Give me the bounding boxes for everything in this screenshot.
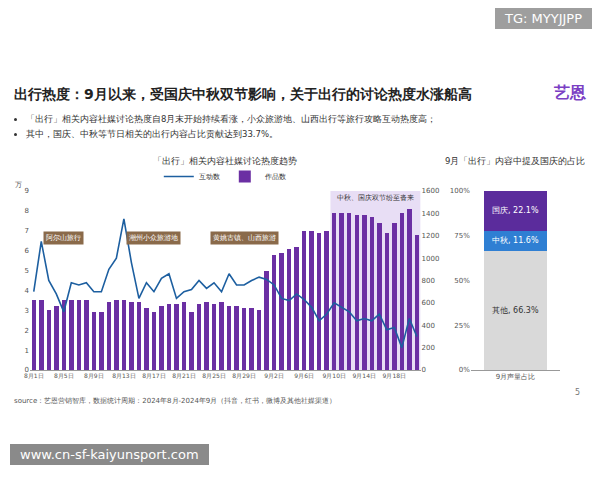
svg-text:9月10日: 9月10日 xyxy=(322,372,345,379)
svg-text:25%: 25% xyxy=(454,322,470,330)
svg-text:1600: 1600 xyxy=(422,187,440,195)
svg-text:阿尔山旅行: 阿尔山旅行 xyxy=(46,234,81,242)
svg-text:8月1日: 8月1日 xyxy=(24,372,44,379)
html-text:艺恩: 艺恩 xyxy=(554,83,586,102)
svg-text:1000: 1000 xyxy=(422,255,440,263)
html-text:5: 5 xyxy=(574,388,580,397)
svg-text:「出行」相关内容社媒讨论热度趋势: 「出行」相关内容社媒讨论热度趋势 xyxy=(153,156,297,166)
html-text:TG: MYYJJPP: TG: MYYJJPP xyxy=(505,11,582,26)
svg-text:1400: 1400 xyxy=(422,210,440,218)
svg-text:50%: 50% xyxy=(454,277,470,285)
svg-text:0: 0 xyxy=(422,366,426,374)
svg-text:8月9日: 8月9日 xyxy=(84,372,104,379)
svg-text:8月17日: 8月17日 xyxy=(142,372,165,379)
svg-text:600: 600 xyxy=(422,299,435,307)
svg-text:8月21日: 8月21日 xyxy=(172,372,195,379)
html-text:其中，国庆、中秋等节日相关的出行内容占比贡献达到33.7%。: 其中，国庆、中秋等节日相关的出行内容占比贡献达到33.7%。 xyxy=(26,129,278,139)
svg-text:800: 800 xyxy=(422,277,435,285)
html-text:source：艺恩营销智库，数据统计周期：2024年8月-2: source：艺恩营销智库，数据统计周期：2024年8月-2024年9月（抖音，… xyxy=(14,397,337,405)
svg-text:75%: 75% xyxy=(454,232,470,240)
svg-text:8月5日: 8月5日 xyxy=(54,372,74,379)
html-text:出行热度：9月以来，受国庆中秋双节影响，关于出行的讨论热度水: 出行热度：9月以来，受国庆中秋双节影响，关于出行的讨论热度水涨船高 xyxy=(14,86,472,102)
svg-text:3: 3 xyxy=(25,307,29,315)
svg-text:中秋, 11.6%: 中秋, 11.6% xyxy=(492,236,539,245)
svg-text:9月14日: 9月14日 xyxy=(353,372,376,379)
svg-text:9: 9 xyxy=(25,187,29,195)
svg-text:0%: 0% xyxy=(459,366,470,374)
svg-text:1200: 1200 xyxy=(422,232,440,240)
svg-text:潮州小众旅游地: 潮州小众旅游地 xyxy=(129,234,178,242)
svg-text:8: 8 xyxy=(25,207,29,215)
html-text:「出行」相关内容社媒讨论热度自8月末开始持续看涨，小众旅游地: 「出行」相关内容社媒讨论热度自8月末开始持续看涨，小众旅游地、山西出行等旅行攻略… xyxy=(26,114,437,124)
svg-text:2: 2 xyxy=(25,327,29,335)
svg-text:9月声量占比: 9月声量占比 xyxy=(496,373,535,381)
svg-text:100%: 100% xyxy=(450,187,470,195)
svg-text:9月6日: 9月6日 xyxy=(294,372,314,379)
svg-text:6: 6 xyxy=(25,247,30,255)
svg-text:黄姚古镇、山西旅游: 黄姚古镇、山西旅游 xyxy=(213,234,276,242)
svg-text:8月29日: 8月29日 xyxy=(232,372,255,379)
svg-text:其他, 66.3%: 其他, 66.3% xyxy=(492,306,539,315)
svg-text:作品数: 作品数 xyxy=(264,173,286,181)
html-text:www.cn-sf-kaiyunsport.com: www.cn-sf-kaiyunsport.com xyxy=(20,447,199,462)
svg-text:互动数: 互动数 xyxy=(199,173,220,181)
svg-text:5: 5 xyxy=(25,267,29,275)
svg-text:400: 400 xyxy=(422,322,435,330)
svg-text:9月2日: 9月2日 xyxy=(264,372,284,379)
svg-text:8月25日: 8月25日 xyxy=(202,372,225,379)
svg-text:4: 4 xyxy=(25,287,30,295)
svg-text:9月18日: 9月18日 xyxy=(383,372,406,379)
svg-text:中秋、国庆双节纷至沓来: 中秋、国庆双节纷至沓来 xyxy=(337,194,414,202)
svg-text:1: 1 xyxy=(25,347,29,355)
svg-text:200: 200 xyxy=(422,344,435,352)
svg-text:8月13日: 8月13日 xyxy=(112,372,135,379)
svg-text:0: 0 xyxy=(25,366,29,374)
svg-text:国庆, 22.1%: 国庆, 22.1% xyxy=(492,206,539,215)
svg-text:万: 万 xyxy=(15,181,22,189)
svg-text:7: 7 xyxy=(25,227,29,235)
svg-text:9月「出行」内容中提及国庆的占比: 9月「出行」内容中提及国庆的占比 xyxy=(445,156,585,166)
